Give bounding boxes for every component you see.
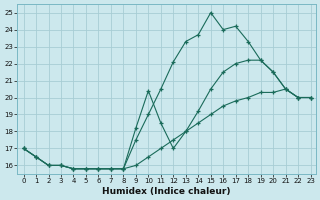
- X-axis label: Humidex (Indice chaleur): Humidex (Indice chaleur): [102, 187, 231, 196]
